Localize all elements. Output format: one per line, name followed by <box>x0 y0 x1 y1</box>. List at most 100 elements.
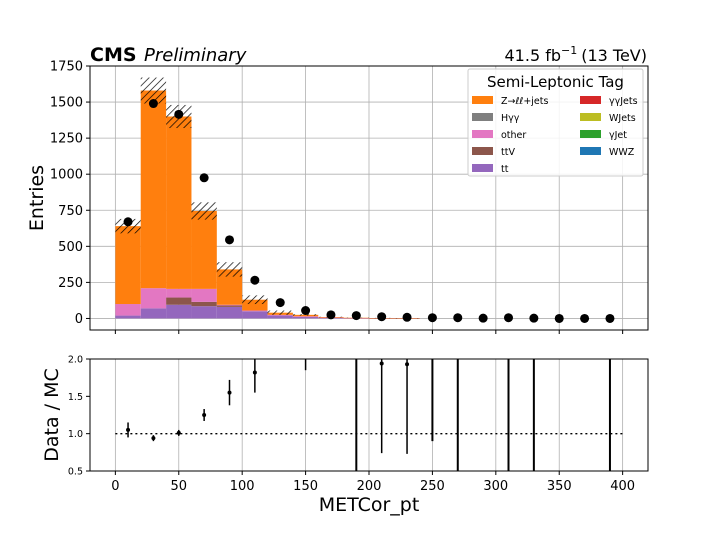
hist-bar <box>242 311 268 319</box>
data-point <box>554 313 564 323</box>
data-point <box>478 313 488 323</box>
data-point <box>199 173 209 183</box>
hist-bar <box>216 305 243 307</box>
hist-bar <box>166 304 192 319</box>
y-tick-label-top: 1750 <box>50 60 83 75</box>
legend-swatch <box>472 113 493 121</box>
mc-uncertainty-band <box>216 262 243 277</box>
hist-bar <box>267 314 293 316</box>
data-point <box>529 313 539 323</box>
data-point <box>402 312 412 322</box>
data-point <box>148 99 158 109</box>
mc-uncertainty-bands <box>115 77 420 319</box>
data-point <box>377 312 387 322</box>
data-point <box>250 275 260 285</box>
legend-swatch <box>472 130 493 138</box>
legend-label: ttV <box>501 147 515 158</box>
hist-bar <box>166 297 192 305</box>
ratio-points <box>126 342 410 454</box>
y-axis-label-top: Entries <box>26 165 48 231</box>
legend-label: WWZ <box>609 147 635 158</box>
hist-bar <box>191 306 217 319</box>
y-axis-label-bottom: Data / MC <box>41 368 63 462</box>
hist-bar <box>242 310 268 312</box>
data-point <box>453 313 463 323</box>
legend-title: Semi-Leptonic Tag <box>487 73 624 91</box>
bottom-axis-ticks: 0 50 100 150 200 250 300 350 400 0.5 1.0 1.5 2.0 <box>68 355 635 495</box>
y-tick-label-top: 250 <box>58 276 83 291</box>
hist-bar <box>166 288 192 298</box>
legend-label: WJets <box>609 113 636 124</box>
data-point <box>351 311 361 321</box>
data-point <box>580 313 590 323</box>
hist-bar <box>191 288 217 302</box>
legend-swatch <box>472 96 493 104</box>
legend: Semi-Leptonic Tag Z→ℓℓ+jets γγJets Hγγ WJet… <box>467 68 644 177</box>
stacked-histogram <box>115 90 420 319</box>
y-tick-label-top: 1000 <box>50 168 83 183</box>
x-tick-label: 100 <box>230 479 255 494</box>
data-point <box>326 310 336 320</box>
legend-swatch <box>580 113 601 121</box>
mc-uncertainty-band <box>191 202 217 220</box>
lumi-label: 41.5 fb−1 (13 TeV) <box>505 44 648 65</box>
experiment-label: CMS <box>90 44 137 66</box>
ratio-point <box>379 361 384 366</box>
data-point <box>427 313 437 323</box>
x-tick-label: 50 <box>170 479 187 494</box>
data-points <box>123 99 615 323</box>
ratio-plot-panel: 0 50 100 150 200 250 300 350 400 0.5 1.0 1.5 2.0 Dat… <box>41 342 649 516</box>
legend-label: Z→ℓℓ+jets <box>501 96 548 107</box>
y-tick-label-top: 500 <box>58 240 83 255</box>
legend-label: tt <box>501 164 509 175</box>
hist-bar <box>292 316 319 318</box>
hist-bar <box>115 304 141 316</box>
legend-entries: Z→ℓℓ+jets γγJets Hγγ WJets other γJet ttV WWZ tt <box>472 96 638 175</box>
legend-label: other <box>501 130 526 141</box>
data-point <box>504 313 513 323</box>
ratio-point <box>126 427 131 432</box>
legend-swatch <box>580 130 601 138</box>
hist-bar <box>140 90 167 289</box>
hist-bar <box>140 288 167 309</box>
x-tick-label: 400 <box>610 479 635 494</box>
legend-swatch <box>580 96 601 104</box>
data-point <box>605 313 615 323</box>
legend-label: γJet <box>609 130 627 141</box>
y-tick-label-top: 0 <box>75 312 83 327</box>
data-point <box>275 298 285 308</box>
hist-bar <box>216 304 243 306</box>
x-tick-label: 0 <box>111 479 119 494</box>
mc-uncertainty-band <box>267 310 293 315</box>
y-tick-label-bottom: 1.5 <box>68 392 83 403</box>
x-tick-label: 200 <box>357 479 382 494</box>
x-axis-label: METCor_pt <box>319 494 420 516</box>
ratio-point <box>304 342 308 346</box>
y-tick-label-bottom: 1.0 <box>68 429 83 440</box>
mc-uncertainty-band <box>242 295 268 305</box>
ratio-error-bars <box>355 359 611 471</box>
x-tick-label: 300 <box>483 479 508 494</box>
legend-label: Hγγ <box>501 113 520 124</box>
y-tick-label-top: 1500 <box>50 96 83 111</box>
y-tick-label-bottom: 2.0 <box>68 355 83 366</box>
hist-bar <box>292 317 319 319</box>
hist-bar <box>267 315 293 319</box>
legend-swatch <box>472 164 493 172</box>
y-tick-label-bottom: 0.5 <box>68 467 83 478</box>
x-tick-label: 250 <box>420 479 445 494</box>
status-label: Preliminary <box>144 45 247 66</box>
hist-bar <box>216 306 243 319</box>
hist-bar <box>140 308 167 319</box>
ratio-point <box>151 436 156 441</box>
y-tick-label-top: 1250 <box>50 132 83 147</box>
ratio-point <box>202 413 207 417</box>
x-tick-label: 150 <box>293 479 318 494</box>
data-point <box>123 217 133 227</box>
ratio-point <box>176 430 181 435</box>
data-point <box>301 306 311 316</box>
ratio-point <box>227 390 232 395</box>
hist-bar <box>115 226 141 305</box>
data-point <box>174 109 184 119</box>
